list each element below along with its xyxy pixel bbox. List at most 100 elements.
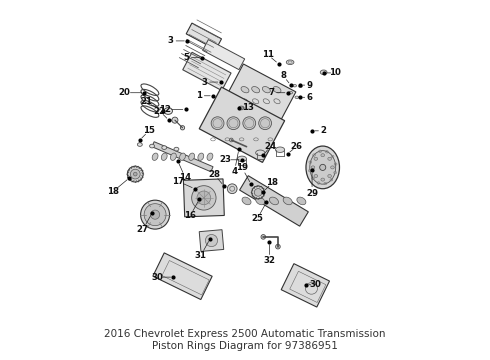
Ellipse shape	[198, 153, 204, 161]
Ellipse shape	[237, 156, 246, 162]
Ellipse shape	[331, 166, 334, 169]
Ellipse shape	[328, 157, 331, 160]
Ellipse shape	[164, 108, 172, 114]
Text: 5: 5	[183, 53, 189, 62]
Ellipse shape	[311, 166, 315, 169]
Text: 31: 31	[195, 251, 207, 260]
Ellipse shape	[149, 144, 154, 148]
Ellipse shape	[172, 117, 178, 123]
Text: 18: 18	[267, 178, 278, 187]
Ellipse shape	[192, 186, 216, 210]
Text: 30: 30	[151, 273, 163, 282]
Text: 28: 28	[209, 170, 221, 179]
Text: 9: 9	[306, 81, 312, 90]
Ellipse shape	[133, 172, 137, 176]
Text: 1: 1	[196, 91, 202, 100]
Ellipse shape	[297, 197, 306, 205]
Text: 16: 16	[184, 211, 196, 220]
Bar	[203, 40, 245, 70]
Ellipse shape	[298, 85, 302, 87]
Ellipse shape	[141, 200, 170, 229]
Ellipse shape	[179, 153, 185, 161]
Ellipse shape	[254, 189, 262, 196]
Ellipse shape	[242, 197, 251, 205]
Ellipse shape	[256, 197, 265, 205]
Ellipse shape	[227, 117, 240, 130]
Ellipse shape	[150, 210, 160, 219]
Bar	[290, 271, 326, 302]
Ellipse shape	[320, 70, 327, 75]
Ellipse shape	[276, 244, 280, 249]
Ellipse shape	[241, 86, 249, 93]
Ellipse shape	[306, 146, 340, 189]
Ellipse shape	[180, 126, 185, 130]
Ellipse shape	[243, 117, 256, 130]
Text: 8: 8	[280, 72, 286, 81]
Ellipse shape	[127, 166, 143, 182]
Ellipse shape	[289, 91, 293, 94]
Ellipse shape	[162, 146, 167, 149]
Text: 18: 18	[107, 187, 119, 196]
Bar	[183, 179, 224, 217]
Ellipse shape	[270, 197, 278, 205]
Text: 6: 6	[306, 93, 312, 102]
Bar	[228, 64, 296, 121]
Text: 12: 12	[159, 105, 171, 114]
Ellipse shape	[252, 186, 265, 199]
Ellipse shape	[152, 153, 158, 161]
Bar	[153, 253, 212, 300]
Ellipse shape	[174, 147, 179, 151]
Text: 29: 29	[306, 189, 318, 198]
Text: 27: 27	[137, 225, 149, 234]
Text: 7: 7	[268, 88, 274, 97]
Bar	[183, 52, 231, 90]
Ellipse shape	[229, 138, 233, 142]
Ellipse shape	[321, 154, 324, 157]
Text: 2016 Chevrolet Express 2500 Automatic Transmission
Piston Rings Diagram for 9738: 2016 Chevrolet Express 2500 Automatic Tr…	[104, 329, 386, 351]
Bar	[162, 261, 209, 295]
Ellipse shape	[197, 191, 211, 205]
Text: 21: 21	[140, 97, 152, 106]
Text: 23: 23	[220, 155, 231, 164]
Ellipse shape	[227, 184, 237, 194]
Ellipse shape	[144, 204, 166, 226]
Ellipse shape	[295, 96, 298, 99]
Text: 4: 4	[231, 167, 237, 176]
Bar	[199, 230, 224, 251]
Ellipse shape	[261, 235, 266, 239]
Bar	[281, 264, 329, 307]
Ellipse shape	[283, 197, 292, 205]
Ellipse shape	[189, 153, 195, 161]
Bar	[240, 176, 308, 226]
Ellipse shape	[211, 117, 224, 130]
Bar	[186, 23, 221, 50]
Text: 30: 30	[309, 280, 321, 289]
Ellipse shape	[314, 175, 318, 177]
Ellipse shape	[252, 86, 260, 93]
Text: 17: 17	[172, 177, 184, 186]
Text: 32: 32	[264, 256, 275, 265]
Ellipse shape	[137, 143, 142, 147]
Ellipse shape	[259, 117, 271, 130]
Bar	[199, 87, 285, 162]
Ellipse shape	[262, 86, 270, 93]
Text: 22: 22	[154, 107, 166, 116]
Ellipse shape	[273, 86, 281, 93]
Ellipse shape	[328, 175, 331, 177]
Text: 14: 14	[179, 173, 191, 182]
Ellipse shape	[239, 106, 244, 110]
Ellipse shape	[310, 150, 336, 184]
Text: 11: 11	[262, 50, 273, 59]
Ellipse shape	[314, 157, 318, 160]
Text: 3: 3	[168, 36, 173, 45]
Text: 20: 20	[119, 88, 130, 97]
Ellipse shape	[319, 165, 326, 170]
Ellipse shape	[161, 153, 167, 161]
Text: 3: 3	[201, 77, 207, 86]
Ellipse shape	[205, 234, 218, 247]
Bar	[152, 142, 213, 172]
Ellipse shape	[293, 85, 296, 87]
Ellipse shape	[275, 147, 285, 153]
Text: 24: 24	[265, 141, 277, 150]
Ellipse shape	[171, 153, 176, 161]
